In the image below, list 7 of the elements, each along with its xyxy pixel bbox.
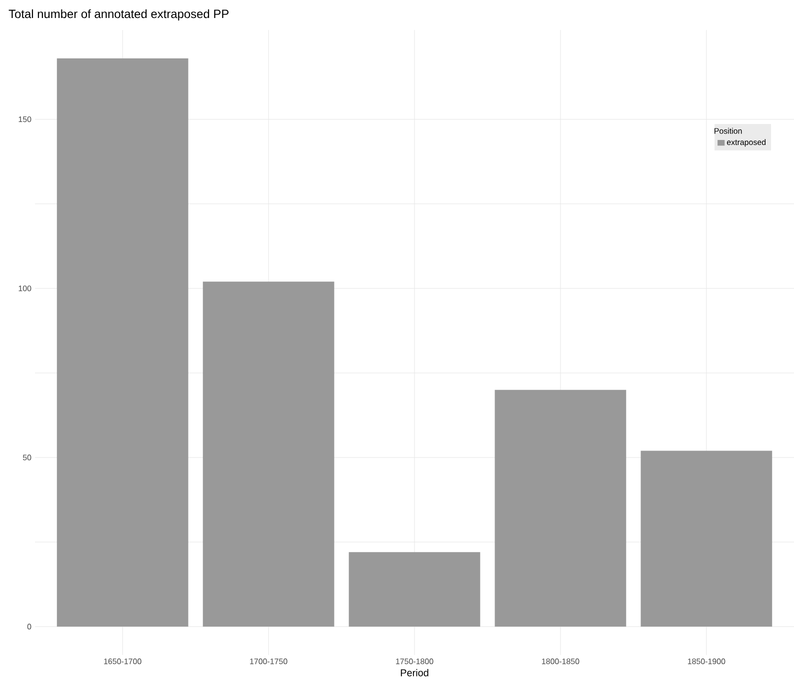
bar — [494, 390, 626, 627]
bar — [348, 552, 480, 627]
bar — [202, 282, 334, 627]
chart-title: Total number of annotated extraposed PP — [8, 9, 229, 20]
bar — [640, 450, 772, 627]
bar — [56, 58, 188, 627]
x-axis-title: Period — [400, 669, 428, 676]
